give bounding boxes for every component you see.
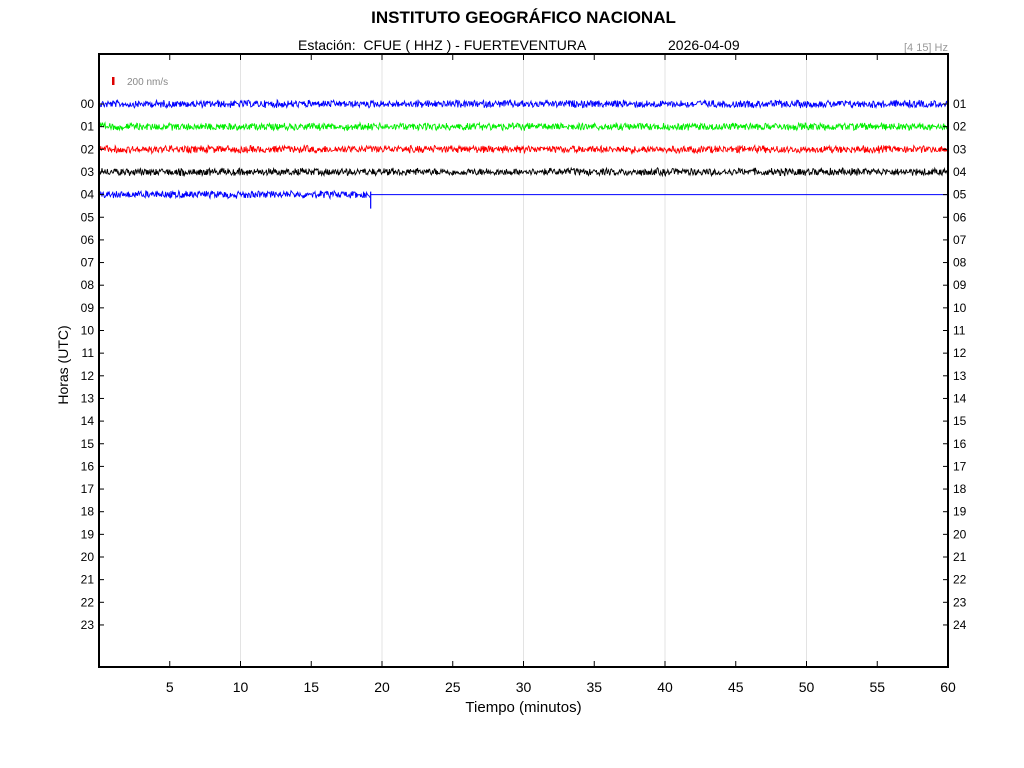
x-tick-label-5: 5: [166, 679, 174, 695]
y-tick-label-right-08: 08: [953, 256, 967, 270]
y-tick-label-right-24: 24: [953, 618, 967, 632]
y-tick-label-left-12: 12: [81, 369, 95, 383]
y-tick-label-right-01: 01: [953, 97, 967, 111]
y-tick-label-right-06: 06: [953, 210, 967, 224]
y-tick-label-left-10: 10: [81, 324, 95, 338]
traces: [98, 98, 948, 209]
y-tick-label-left-13: 13: [81, 391, 95, 405]
tick-labels: 5 10 15 20 25 30 35 40 45 50 55 60 00 01 02 03 04 05 06 07 0…: [81, 97, 967, 695]
y-tick-label-left-00: 00: [81, 97, 95, 111]
y-tick-label-left-07: 07: [81, 256, 95, 270]
y-tick-label-left-17: 17: [81, 482, 95, 496]
y-tick-label-left-23: 23: [81, 618, 95, 632]
y-tick-label-right-11: 11: [953, 324, 966, 338]
y-tick-label-left-11: 11: [82, 346, 95, 360]
ticks: [99, 54, 949, 667]
y-tick-label-right-13: 13: [953, 369, 967, 383]
station-name: CFUE ( HHZ ) - FUERTEVENTURA: [363, 37, 587, 53]
y-tick-label-left-15: 15: [81, 437, 95, 451]
y-tick-label-left-03: 03: [81, 165, 95, 179]
y-tick-label-right-18: 18: [953, 482, 967, 496]
y-tick-label-left-21: 21: [81, 573, 95, 587]
y-axis-label: Horas (UTC): [55, 325, 71, 405]
trace-hour-02: [98, 143, 948, 156]
y-tick-label-left-08: 08: [81, 278, 95, 292]
x-tick-label-20: 20: [374, 679, 390, 695]
x-tick-label-60: 60: [940, 679, 956, 695]
y-tick-label-right-19: 19: [953, 505, 967, 519]
y-tick-label-right-10: 10: [953, 301, 967, 315]
y-tick-label-right-21: 21: [953, 550, 967, 564]
x-axis-label: Tiempo (minutos): [465, 699, 582, 716]
x-tick-label-15: 15: [303, 679, 319, 695]
y-tick-label-right-23: 23: [953, 595, 967, 609]
y-tick-label-right-17: 17: [953, 459, 967, 473]
scale-bar: 200 nm/s: [112, 77, 168, 88]
y-tick-label-left-14: 14: [81, 414, 95, 428]
grid: [240, 54, 807, 667]
date-label: 2026-04-09: [668, 37, 740, 53]
y-tick-label-right-14: 14: [953, 391, 967, 405]
x-tick-label-10: 10: [233, 679, 249, 695]
y-tick-label-right-05: 05: [953, 188, 967, 202]
y-tick-label-left-02: 02: [81, 142, 95, 156]
y-tick-label-right-20: 20: [953, 527, 967, 541]
x-tick-label-50: 50: [799, 679, 815, 695]
station-line: Estación: CFUE ( HHZ ) - FUERTEVENTURA: [298, 37, 586, 53]
trace-hour-03: [98, 166, 948, 178]
y-tick-label-right-04: 04: [953, 165, 967, 179]
y-tick-label-left-09: 09: [81, 301, 95, 315]
x-tick-label-30: 30: [516, 679, 532, 695]
x-tick-label-40: 40: [657, 679, 673, 695]
y-tick-label-right-03: 03: [953, 142, 967, 156]
y-tick-label-left-01: 01: [81, 120, 95, 134]
y-tick-label-left-19: 19: [81, 527, 95, 541]
trace-hour-04: [98, 189, 371, 201]
x-tick-label-35: 35: [586, 679, 602, 695]
y-tick-label-left-05: 05: [81, 210, 95, 224]
y-tick-label-right-15: 15: [953, 414, 967, 428]
trace-hour-01: [98, 121, 948, 132]
y-tick-label-left-20: 20: [81, 550, 95, 564]
y-tick-label-right-22: 22: [953, 573, 967, 587]
x-tick-label-55: 55: [869, 679, 885, 695]
y-tick-label-right-09: 09: [953, 278, 967, 292]
chart-title: INSTITUTO GEOGRÁFICO NACIONAL: [371, 8, 676, 27]
y-tick-label-left-16: 16: [81, 459, 95, 473]
scale-bar-label: 200 nm/s: [127, 77, 168, 88]
filter-band: [4 15] Hz: [903, 42, 948, 54]
y-tick-label-right-07: 07: [953, 233, 967, 247]
scale-bar-mark: [112, 77, 115, 85]
y-tick-label-left-18: 18: [81, 505, 95, 519]
y-tick-label-right-16: 16: [953, 437, 967, 451]
y-tick-label-left-22: 22: [81, 595, 95, 609]
y-tick-label-left-04: 04: [81, 188, 95, 202]
y-tick-label-right-02: 02: [953, 120, 967, 134]
y-tick-label-right-12: 12: [953, 346, 967, 360]
station-label: Estación:: [298, 37, 356, 53]
trace-hour-00: [98, 98, 948, 110]
x-tick-label-45: 45: [728, 679, 744, 695]
x-tick-label-25: 25: [445, 679, 461, 695]
y-tick-label-left-06: 06: [81, 233, 95, 247]
